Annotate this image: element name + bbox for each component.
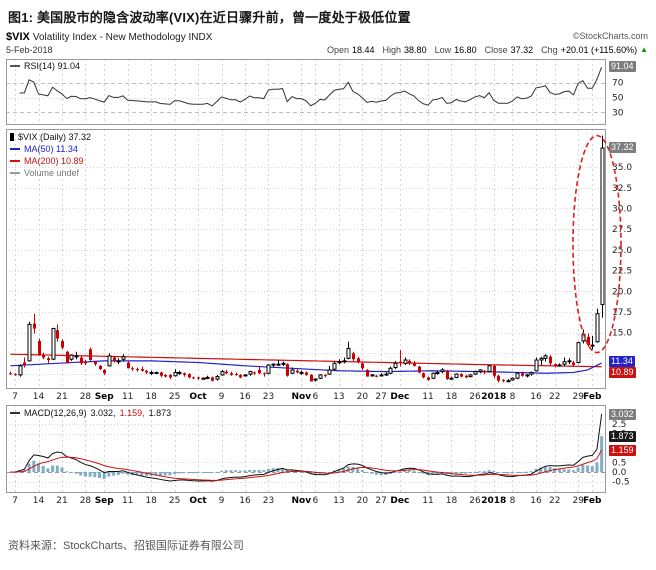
macd-legend-label: MACD(12,26,9) (24, 408, 87, 418)
ma50-value-box: 11.34 (609, 356, 635, 367)
volume-label: Volume undef (24, 168, 80, 178)
close-value-box: 37.32 (609, 142, 636, 153)
chart-canvas (0, 29, 656, 515)
ma200-label: MA(200) 10.89 (24, 156, 84, 166)
chg-label: Chg (541, 45, 558, 55)
close-value: 37.32 (510, 45, 534, 55)
chg-value: +20.01 (+115.60%) (560, 45, 638, 55)
ma200-line-icon (10, 160, 20, 162)
close-label: Close (484, 45, 508, 55)
volume-icon (10, 172, 20, 174)
macd-signal-value: 1.159, (119, 408, 145, 418)
rsi-value-box: 91.04 (609, 61, 636, 72)
macd-legend: MACD(12,26,9) 3.032, 1.159, 1.873 (10, 408, 171, 418)
main-legend: $VIX (Daily) 37.32 MA(50) 11.34 MA(200) … (10, 132, 91, 180)
macd-hist-value: 1.873 (148, 408, 172, 418)
open-value: 18.44 (352, 45, 375, 55)
macd-value: 3.032, (90, 408, 116, 418)
rsi-line-icon (10, 65, 20, 67)
ohlc-quote-line: Open 18.44 High 38.80 Low 16.80 Close 37.32 … (327, 45, 648, 55)
ma50-label: MA(50) 11.34 (24, 144, 78, 154)
candle-icon (10, 133, 14, 141)
source-note: 资料来源：StockCharts、招银国际证券有限公司 (8, 540, 244, 552)
chart-date: 5-Feb-2018 (6, 45, 53, 55)
low-value: 16.80 (454, 45, 477, 55)
macd-value-box: 3.032 (609, 409, 636, 420)
macd-line-icon (10, 412, 20, 414)
open-label: Open (326, 45, 349, 55)
index-name: Volatility Index - New Methodology INDX (32, 32, 213, 43)
ticker-symbol: $VIX (6, 31, 30, 43)
high-label: High (382, 45, 402, 55)
copyright-note: ©StockCharts.com (572, 31, 648, 41)
stockchart-figure: $VIX Volatility Index - New Methodology I… (0, 29, 656, 515)
signal-value-box: 1.159 (609, 445, 636, 456)
ma200-value-box: 10.89 (609, 367, 636, 378)
figure-title: 图1: 美国股市的隐含波动率(VIX)在近日骤升前，曾一度处于极低位置 (8, 10, 411, 25)
hist-value-box: 1.873 (609, 431, 636, 442)
high-value: 38.80 (404, 45, 427, 55)
vix-daily-label: $VIX (Daily) 37.32 (18, 132, 92, 142)
ma50-line-icon (10, 148, 20, 150)
low-label: Low (434, 45, 452, 55)
rsi-legend-label: RSI(14) 91.04 (24, 61, 81, 71)
up-arrow-icon: ▲ (640, 45, 648, 54)
rsi-legend: RSI(14) 91.04 (10, 61, 80, 71)
chart-header: $VIX Volatility Index - New Methodology I… (6, 31, 212, 43)
